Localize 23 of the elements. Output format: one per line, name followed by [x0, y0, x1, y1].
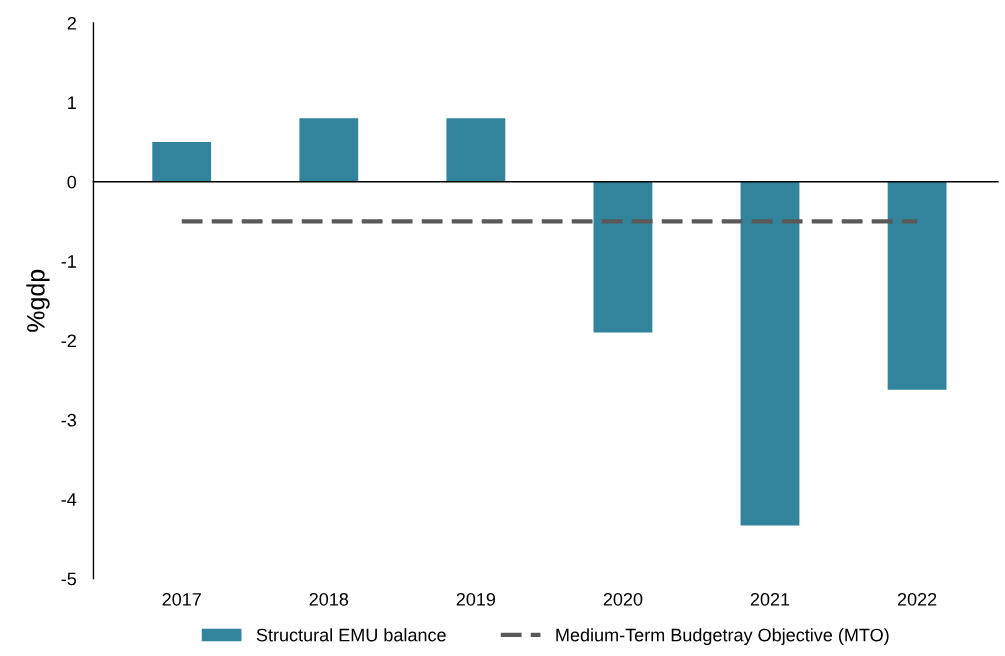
x-tick-label: 2017	[162, 592, 201, 606]
bar	[593, 181, 653, 333]
x-tick-label: 2020	[603, 592, 643, 606]
bar	[446, 118, 506, 182]
y-tick-label: -1	[61, 255, 76, 268]
bar	[740, 181, 800, 526]
y-tick-label: 2	[67, 16, 76, 30]
y-tick-label: -2	[61, 334, 76, 348]
y-tick-label: -3	[61, 413, 77, 427]
bar	[299, 118, 359, 182]
x-tick-label: 2021	[750, 592, 790, 606]
x-tick-label: 2019	[456, 592, 496, 606]
y-tick-label: -5	[61, 572, 77, 586]
x-tick-label: 2022	[897, 592, 937, 606]
legend-label: Medium-Term Budgetray Objective (MTO)	[556, 628, 889, 646]
y-tick-label: 0	[67, 175, 77, 189]
x-tick-label: 2018	[309, 592, 349, 606]
y-tick-label: 1	[68, 96, 76, 109]
y-tick-label: -4	[61, 493, 77, 506]
bar	[152, 142, 212, 182]
legend-label: Structural EMU balance	[256, 628, 446, 642]
y-axis-title: %gdp	[26, 269, 50, 332]
bar	[887, 181, 947, 390]
